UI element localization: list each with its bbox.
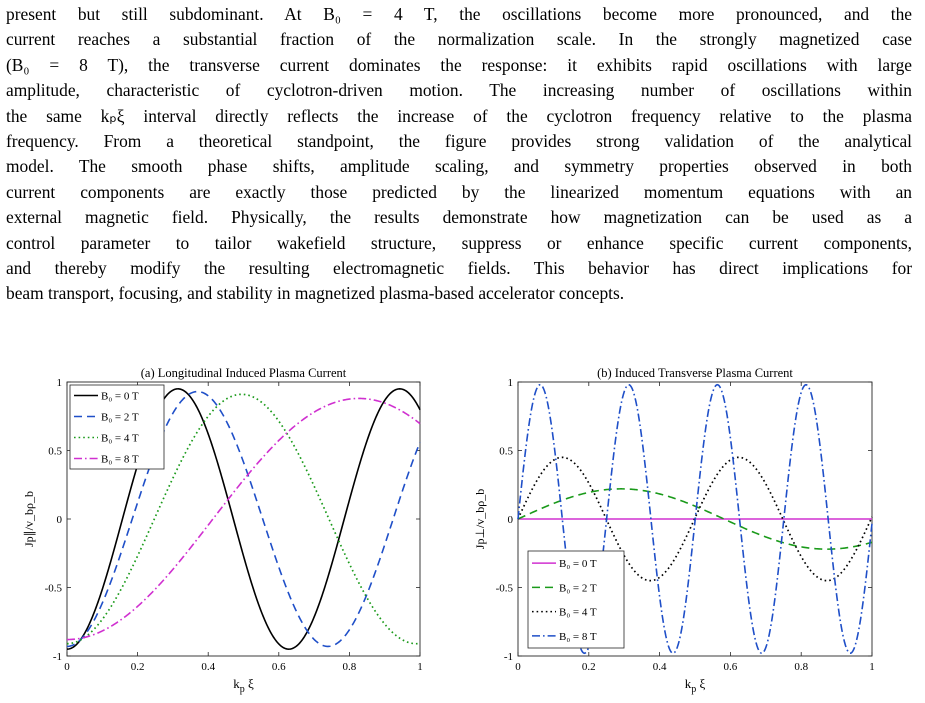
series-line-2: [517, 488, 873, 550]
paragraph-line-7: model. The smooth phase shifts, amplitud…: [6, 156, 912, 177]
x-tick-label: 0: [64, 661, 70, 673]
legend-box: [527, 550, 625, 649]
x-tick-label: 0.4: [201, 661, 215, 673]
x-tick-label: 0.8: [343, 661, 357, 673]
y-axis-label: Jp⊥/v_bρ_b: [473, 489, 487, 549]
legend-label: B₀ = 0 T: [559, 558, 597, 570]
y-tick-label: -1: [53, 651, 62, 663]
series-line-1: [66, 388, 421, 650]
x-tick-label: 0.8: [794, 661, 808, 673]
y-tick-label: -1: [504, 651, 513, 663]
x-tick-label: 0.6: [272, 661, 286, 673]
legend-label: B₀ = 2 T: [559, 582, 597, 594]
legend-box: [69, 384, 165, 470]
y-tick-label: 0: [57, 514, 63, 526]
series-line-2: [66, 390, 421, 648]
paragraph-line-8: current components are exactly those pre…: [6, 181, 912, 202]
legend-label: B₀ = 4 T: [559, 607, 597, 619]
legend-label: B₀ = 8 T: [559, 631, 597, 643]
x-tick-label: 0.6: [724, 661, 738, 673]
x-tick-label: 0.2: [131, 661, 145, 673]
y-axis-label: Jp∥/v_bρ_b: [22, 491, 36, 547]
chart-title: (b) Induced Transverse Plasma Current: [597, 366, 793, 380]
paragraph-line-6: frequency. From a theoretical standpoint…: [6, 131, 912, 152]
legend: B₀ = 0 T B₀ = 2 T B₀ = 4 T B₀ = 8 T: [69, 384, 165, 470]
paragraph-line-2: current reaches a substantial fraction o…: [6, 29, 912, 50]
x-tick-label: 0: [515, 661, 521, 673]
series-line-4: [66, 397, 421, 641]
x-axis-label: kp ξ: [685, 676, 706, 695]
y-tick-label: 0.5: [499, 446, 513, 458]
legend: B₀ = 0 T B₀ = 2 T B₀ = 4 T B₀ = 8 T: [527, 550, 625, 649]
series-line-3: [66, 393, 421, 645]
x-tick-label: 0.4: [653, 661, 667, 673]
y-tick-label: 0: [508, 514, 514, 526]
paragraph-line-3: (B₀ = 8 T), the transverse current domin…: [6, 54, 912, 75]
x-tick-label: 1: [869, 661, 875, 673]
paragraph-line-5: the same kₚξ interval directly reflects …: [6, 105, 912, 126]
body-paragraph: present but still subdominant. At B₀ = 4…: [6, 2, 912, 307]
y-tick-label: -0.5: [496, 583, 514, 595]
chart-panel-b: (b) Induced Transverse Plasma Current 0 0.…: [473, 366, 875, 695]
paragraph-line-1: present but still subdominant. At B₀ = 4…: [6, 4, 912, 24]
paragraph-line-12: beam transport, focusing, and stability …: [6, 283, 625, 304]
legend-label: B₀ = 2 T: [101, 412, 139, 424]
y-tick-label: 1: [57, 377, 63, 389]
chart-title: (a) Longitudinal Induced Plasma Current: [141, 366, 347, 380]
x-tick-label: 0.2: [582, 661, 596, 673]
paragraph-line-11: and thereby modify the resulting electro…: [6, 258, 912, 279]
y-tick-label: 0.5: [48, 446, 62, 458]
chart-panel-a: (a) Longitudinal Induced Plasma Current 0…: [22, 366, 423, 695]
x-tick-label: 1: [417, 661, 423, 673]
y-tick-label: -0.5: [45, 583, 63, 595]
legend-label: B₀ = 0 T: [101, 391, 139, 403]
paragraph-line-4: amplitude, characteristic of cyclotron-d…: [6, 80, 912, 101]
paragraph-line-10: control parameter to tailor wakefield st…: [6, 232, 912, 253]
paragraph-line-9: external magnetic field. Physically, the…: [6, 207, 912, 228]
x-axis-label: kp ξ: [233, 676, 254, 695]
legend-label: B₀ = 4 T: [101, 433, 139, 445]
y-tick-label: 1: [508, 377, 514, 389]
legend-label: B₀ = 8 T: [101, 454, 139, 466]
